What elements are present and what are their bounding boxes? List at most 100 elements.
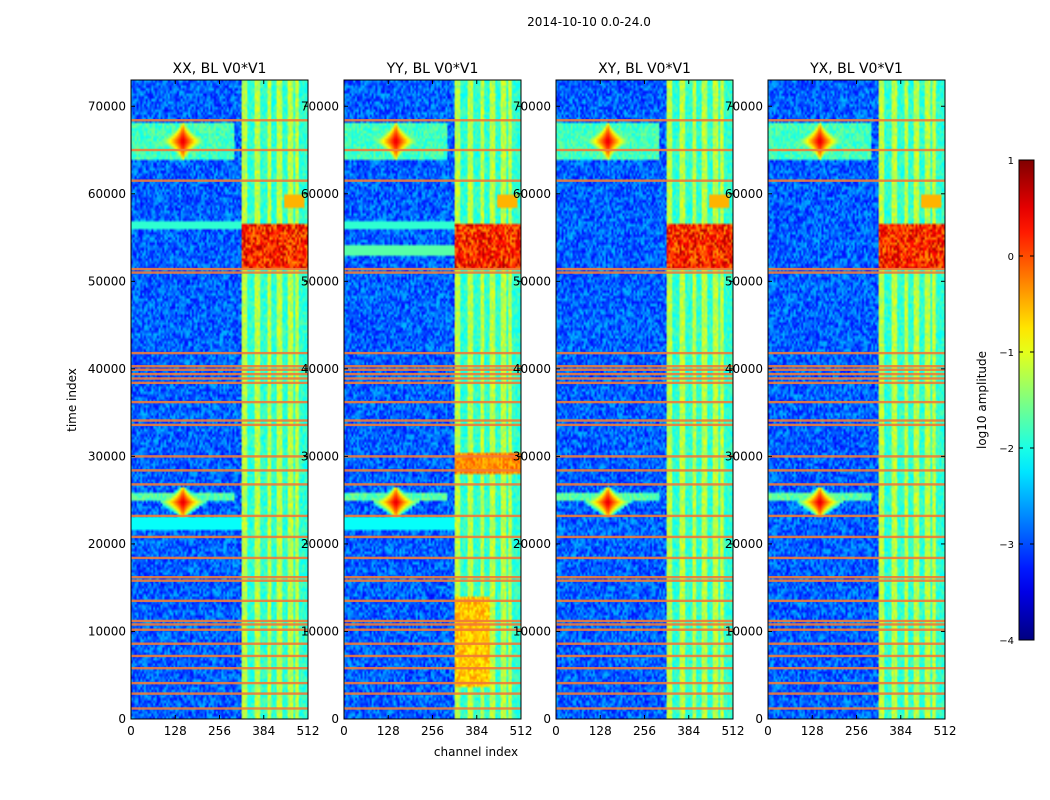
y-tick-label: 20000	[725, 537, 763, 551]
flagged-row	[556, 368, 733, 371]
flagged-row	[556, 148, 733, 152]
flagged-row	[768, 514, 945, 518]
x-tick-label: 384	[252, 724, 275, 738]
flagged-row	[131, 599, 308, 603]
panel-xy: XY, BL V0*V1 0 128 256 384 512 0 10000 20000 3000…	[513, 61, 745, 738]
flagged-row	[556, 381, 733, 385]
flagged-row	[131, 351, 308, 355]
x-tick-label: 0	[552, 724, 560, 738]
flagged-row	[131, 642, 308, 645]
flagged-row	[344, 514, 521, 518]
x-tick-label: 512	[934, 724, 957, 738]
y-tick-label: 40000	[301, 362, 339, 376]
x-tick-label: 0	[764, 724, 772, 738]
x-tick-label: 128	[801, 724, 824, 738]
flagged-row	[768, 628, 945, 631]
flagged-row	[556, 372, 733, 376]
flagged-row	[768, 148, 945, 152]
flagged-row	[768, 365, 945, 368]
colorbar-tick-label: −3	[999, 540, 1014, 551]
flagged-row	[768, 681, 945, 685]
flagged-row	[768, 575, 945, 579]
flagged-row	[556, 455, 733, 458]
panel-yx: YX, BL V0*V1 0 128 256 384 512 0 10000 20000 3000…	[725, 61, 957, 738]
flagged-row	[768, 692, 945, 695]
flagged-row	[768, 707, 945, 710]
flagged-row	[768, 381, 945, 385]
y-tick-label: 30000	[725, 449, 763, 463]
flagged-row	[556, 400, 733, 404]
y-tick-label: 60000	[88, 187, 126, 201]
flagged-row	[131, 628, 308, 631]
x-tick-label: 256	[421, 724, 444, 738]
y-tick-label: 70000	[725, 99, 763, 113]
flagged-row	[556, 179, 733, 182]
flagged-row	[556, 423, 733, 427]
flagged-row	[131, 556, 308, 560]
flagged-row	[344, 575, 521, 579]
y-tick-label: 30000	[513, 449, 551, 463]
x-tick-label: 128	[164, 724, 187, 738]
y-tick-label: 50000	[301, 274, 339, 288]
heatmap-image	[344, 80, 521, 719]
x-tick-label: 384	[677, 724, 700, 738]
flagged-row	[768, 271, 945, 274]
flagged-row	[344, 419, 521, 422]
y-tick-label: 30000	[88, 449, 126, 463]
flagged-row	[556, 377, 733, 380]
y-tick-label: 10000	[88, 624, 126, 638]
heatmap-image	[556, 80, 733, 719]
flagged-row	[344, 377, 521, 380]
flagged-row	[556, 575, 733, 579]
flagged-row	[344, 556, 521, 560]
flagged-row	[556, 579, 733, 582]
flagged-row	[131, 419, 308, 422]
flagged-row	[768, 372, 945, 376]
flagged-row	[131, 381, 308, 385]
flagged-row	[131, 514, 308, 518]
x-tick-label: 512	[722, 724, 745, 738]
flagged-row	[556, 535, 733, 539]
flagged-row	[131, 469, 308, 472]
flagged-row	[556, 667, 733, 670]
flagged-row	[131, 179, 308, 182]
flagged-row	[344, 381, 521, 385]
flagged-row	[344, 455, 521, 458]
flagged-row	[768, 599, 945, 603]
y-tick-label: 30000	[301, 449, 339, 463]
flagged-row	[556, 365, 733, 368]
flagged-row	[768, 619, 945, 623]
flagged-row	[768, 400, 945, 404]
flagged-row	[344, 351, 521, 355]
flagged-row	[344, 400, 521, 404]
flagged-row	[768, 267, 945, 271]
panels: XX, BL V0*V1 0 128 256 384 512 0 10000 20000 3000…	[88, 61, 957, 738]
flagged-row	[556, 419, 733, 422]
colorbar-tick-label: 1	[1008, 156, 1014, 167]
flagged-row	[131, 535, 308, 539]
flagged-row	[344, 654, 521, 658]
flagged-row	[556, 271, 733, 274]
flagged-row	[768, 119, 945, 122]
flagged-row	[556, 599, 733, 603]
x-tick-label: 128	[377, 724, 400, 738]
flagged-row	[556, 681, 733, 685]
flagged-row	[344, 667, 521, 670]
x-tick-label: 128	[589, 724, 612, 738]
x-tick-label: 512	[510, 724, 533, 738]
y-tick-label: 0	[755, 712, 763, 726]
flagged-row	[556, 351, 733, 355]
flagged-row	[556, 483, 733, 486]
y-axis-label: time index	[65, 368, 79, 432]
y-tick-label: 0	[118, 712, 126, 726]
x-tick-label: 512	[297, 724, 320, 738]
flagged-row	[344, 423, 521, 427]
flagged-row	[344, 642, 521, 645]
flagged-row	[768, 351, 945, 355]
flagged-row	[131, 455, 308, 458]
flagged-row	[768, 642, 945, 645]
flagged-row	[556, 514, 733, 518]
flagged-row	[131, 368, 308, 371]
flagged-row	[344, 483, 521, 486]
y-tick-label: 20000	[301, 537, 339, 551]
